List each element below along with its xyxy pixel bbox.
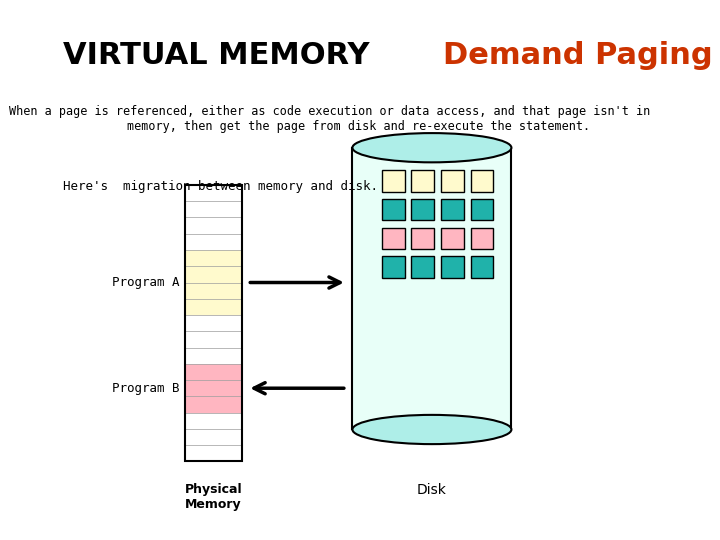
- Bar: [185, 185, 242, 461]
- Bar: [185, 218, 242, 234]
- Text: Disk: Disk: [417, 483, 447, 497]
- Text: Demand Paging: Demand Paging: [444, 42, 713, 70]
- Bar: [441, 256, 464, 278]
- Bar: [185, 429, 242, 445]
- Bar: [382, 170, 405, 192]
- Bar: [411, 199, 434, 220]
- Bar: [411, 256, 434, 278]
- Bar: [441, 199, 464, 220]
- Bar: [185, 282, 242, 299]
- Bar: [185, 396, 242, 413]
- Ellipse shape: [352, 415, 511, 444]
- Bar: [411, 228, 434, 249]
- Bar: [185, 348, 242, 364]
- Bar: [382, 199, 405, 220]
- Text: When a page is referenced, either as code execution or data access, and that pag: When a page is referenced, either as cod…: [9, 105, 650, 133]
- Bar: [185, 413, 242, 429]
- Bar: [470, 170, 493, 192]
- Ellipse shape: [352, 133, 511, 163]
- Bar: [185, 299, 242, 315]
- Bar: [185, 201, 242, 218]
- Text: Here's  migration between memory and disk.: Here's migration between memory and disk…: [63, 180, 378, 193]
- Bar: [185, 315, 242, 332]
- Text: Program B: Program B: [112, 382, 179, 395]
- Bar: [185, 364, 242, 380]
- Bar: [411, 170, 434, 192]
- Text: Physical
Memory: Physical Memory: [184, 483, 242, 511]
- Bar: [441, 170, 464, 192]
- Bar: [352, 148, 511, 429]
- Bar: [185, 445, 242, 461]
- Text: Program A: Program A: [112, 276, 179, 289]
- Bar: [441, 228, 464, 249]
- Bar: [185, 332, 242, 348]
- Bar: [382, 228, 405, 249]
- Bar: [185, 185, 242, 201]
- Bar: [382, 256, 405, 278]
- Bar: [470, 256, 493, 278]
- Bar: [185, 250, 242, 266]
- Text: VIRTUAL MEMORY: VIRTUAL MEMORY: [63, 42, 369, 70]
- Bar: [185, 380, 242, 396]
- Bar: [470, 228, 493, 249]
- Bar: [470, 199, 493, 220]
- Bar: [185, 266, 242, 282]
- Bar: [185, 234, 242, 250]
